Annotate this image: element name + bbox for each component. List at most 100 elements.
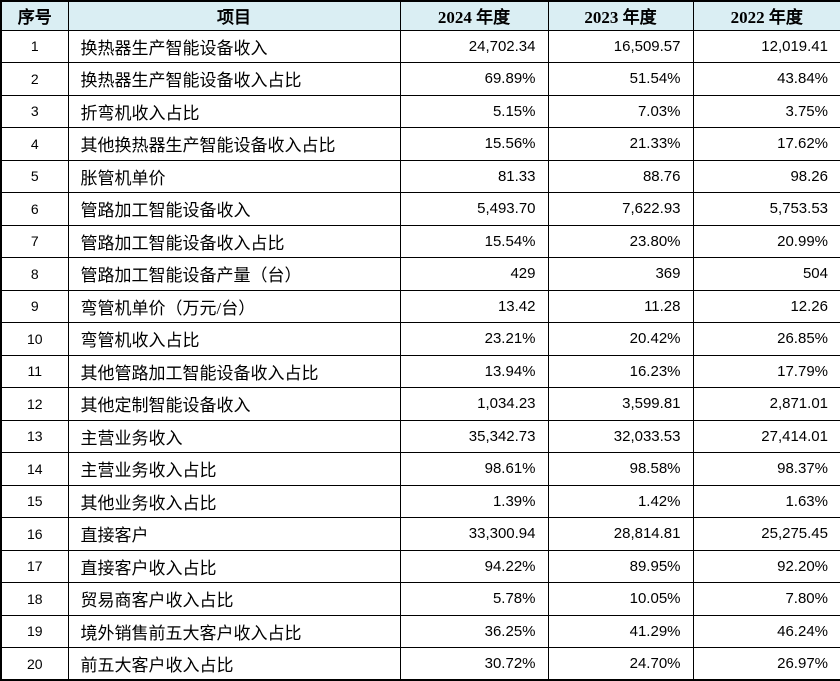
header-row: 序号 项目 2024 年度 2023 年度 2022 年度 [0, 0, 840, 31]
row-number-cell: 15 [0, 484, 69, 518]
column-header-item: 项目 [67, 0, 401, 31]
item-name-cell: 弯管机单价（万元/台） [67, 289, 401, 323]
row-number-cell: 4 [0, 127, 69, 161]
row-number-cell: 8 [0, 257, 69, 291]
value-2023-cell: 98.58% [547, 452, 694, 486]
value-2023-cell: 28,814.81 [547, 517, 694, 551]
value-2024-cell: 30.72% [399, 647, 549, 681]
item-name-cell: 管路加工智能设备收入 [67, 192, 401, 226]
row-number-cell: 10 [0, 322, 69, 356]
row-number-cell: 9 [0, 289, 69, 323]
item-name-cell: 主营业务收入 [67, 419, 401, 453]
item-name-cell: 弯管机收入占比 [67, 322, 401, 356]
value-2022-cell: 20.99% [692, 224, 840, 258]
value-2023-cell: 23.80% [547, 224, 694, 258]
value-2024-cell: 1.39% [399, 484, 549, 518]
value-2022-cell: 5,753.53 [692, 192, 840, 226]
value-2024-cell: 94.22% [399, 549, 549, 583]
table-row: 8 管路加工智能设备产量（台） 429 369 504 [0, 257, 840, 291]
table-header: 序号 项目 2024 年度 2023 年度 2022 年度 [0, 0, 840, 31]
value-2023-cell: 32,033.53 [547, 419, 694, 453]
table-row: 14 主营业务收入占比 98.61% 98.58% 98.37% [0, 452, 840, 486]
row-number-cell: 6 [0, 192, 69, 226]
table-row: 5 胀管机单价 81.33 88.76 98.26 [0, 159, 840, 193]
value-2024-cell: 15.56% [399, 127, 549, 161]
value-2023-cell: 21.33% [547, 127, 694, 161]
table-row: 20 前五大客户收入占比 30.72% 24.70% 26.97% [0, 647, 840, 681]
value-2022-cell: 7.80% [692, 582, 840, 616]
value-2024-cell: 81.33 [399, 159, 549, 193]
value-2022-cell: 27,414.01 [692, 419, 840, 453]
item-name-cell: 折弯机收入占比 [67, 94, 401, 128]
value-2022-cell: 98.26 [692, 159, 840, 193]
value-2023-cell: 41.29% [547, 614, 694, 648]
value-2022-cell: 92.20% [692, 549, 840, 583]
value-2024-cell: 23.21% [399, 322, 549, 356]
table-row: 19 境外销售前五大客户收入占比 36.25% 41.29% 46.24% [0, 614, 840, 648]
row-number-cell: 13 [0, 419, 69, 453]
value-2024-cell: 15.54% [399, 224, 549, 258]
row-number-cell: 3 [0, 94, 69, 128]
value-2024-cell: 5.78% [399, 582, 549, 616]
value-2022-cell: 17.79% [692, 354, 840, 388]
value-2023-cell: 1.42% [547, 484, 694, 518]
value-2023-cell: 7.03% [547, 94, 694, 128]
item-name-cell: 管路加工智能设备收入占比 [67, 224, 401, 258]
value-2024-cell: 98.61% [399, 452, 549, 486]
table-body: 1 换热器生产智能设备收入 24,702.34 16,509.57 12,019.41 2… [0, 29, 840, 681]
value-2022-cell: 26.85% [692, 322, 840, 356]
row-number-cell: 14 [0, 452, 69, 486]
value-2022-cell: 1.63% [692, 484, 840, 518]
value-2023-cell: 16,509.57 [547, 29, 694, 63]
value-2023-cell: 89.95% [547, 549, 694, 583]
value-2023-cell: 88.76 [547, 159, 694, 193]
value-2024-cell: 5.15% [399, 94, 549, 128]
table-row: 9 弯管机单价（万元/台） 13.42 11.28 12.26 [0, 289, 840, 323]
row-number-cell: 11 [0, 354, 69, 388]
item-name-cell: 境外销售前五大客户收入占比 [67, 614, 401, 648]
value-2024-cell: 429 [399, 257, 549, 291]
item-name-cell: 其他管路加工智能设备收入占比 [67, 354, 401, 388]
column-header-year-2022: 2022 年度 [692, 0, 840, 31]
value-2022-cell: 12.26 [692, 289, 840, 323]
row-number-cell: 12 [0, 387, 69, 421]
row-number-cell: 1 [0, 29, 69, 63]
item-name-cell: 其他业务收入占比 [67, 484, 401, 518]
table-row: 2 换热器生产智能设备收入占比 69.89% 51.54% 43.84% [0, 62, 840, 96]
table-row: 12 其他定制智能设备收入 1,034.23 3,599.81 2,871.01 [0, 387, 840, 421]
item-name-cell: 胀管机单价 [67, 159, 401, 193]
value-2022-cell: 46.24% [692, 614, 840, 648]
item-name-cell: 主营业务收入占比 [67, 452, 401, 486]
row-number-cell: 20 [0, 647, 69, 681]
item-name-cell: 前五大客户收入占比 [67, 647, 401, 681]
value-2024-cell: 13.94% [399, 354, 549, 388]
table-row: 11 其他管路加工智能设备收入占比 13.94% 16.23% 17.79% [0, 354, 840, 388]
value-2022-cell: 98.37% [692, 452, 840, 486]
item-name-cell: 其他定制智能设备收入 [67, 387, 401, 421]
value-2023-cell: 20.42% [547, 322, 694, 356]
value-2024-cell: 24,702.34 [399, 29, 549, 63]
value-2024-cell: 35,342.73 [399, 419, 549, 453]
item-name-cell: 直接客户 [67, 517, 401, 551]
row-number-cell: 16 [0, 517, 69, 551]
value-2023-cell: 369 [547, 257, 694, 291]
item-name-cell: 贸易商客户收入占比 [67, 582, 401, 616]
value-2024-cell: 13.42 [399, 289, 549, 323]
row-number-cell: 18 [0, 582, 69, 616]
row-number-cell: 5 [0, 159, 69, 193]
row-number-cell: 19 [0, 614, 69, 648]
value-2024-cell: 5,493.70 [399, 192, 549, 226]
item-name-cell: 换热器生产智能设备收入 [67, 29, 401, 63]
value-2023-cell: 7,622.93 [547, 192, 694, 226]
value-2023-cell: 16.23% [547, 354, 694, 388]
value-2022-cell: 25,275.45 [692, 517, 840, 551]
table-row: 7 管路加工智能设备收入占比 15.54% 23.80% 20.99% [0, 224, 840, 258]
table-row: 10 弯管机收入占比 23.21% 20.42% 26.85% [0, 322, 840, 356]
value-2022-cell: 43.84% [692, 62, 840, 96]
value-2022-cell: 26.97% [692, 647, 840, 681]
row-number-cell: 17 [0, 549, 69, 583]
value-2023-cell: 10.05% [547, 582, 694, 616]
item-name-cell: 直接客户收入占比 [67, 549, 401, 583]
